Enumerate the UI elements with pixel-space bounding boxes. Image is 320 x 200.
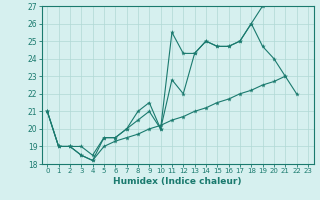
X-axis label: Humidex (Indice chaleur): Humidex (Indice chaleur) <box>113 177 242 186</box>
